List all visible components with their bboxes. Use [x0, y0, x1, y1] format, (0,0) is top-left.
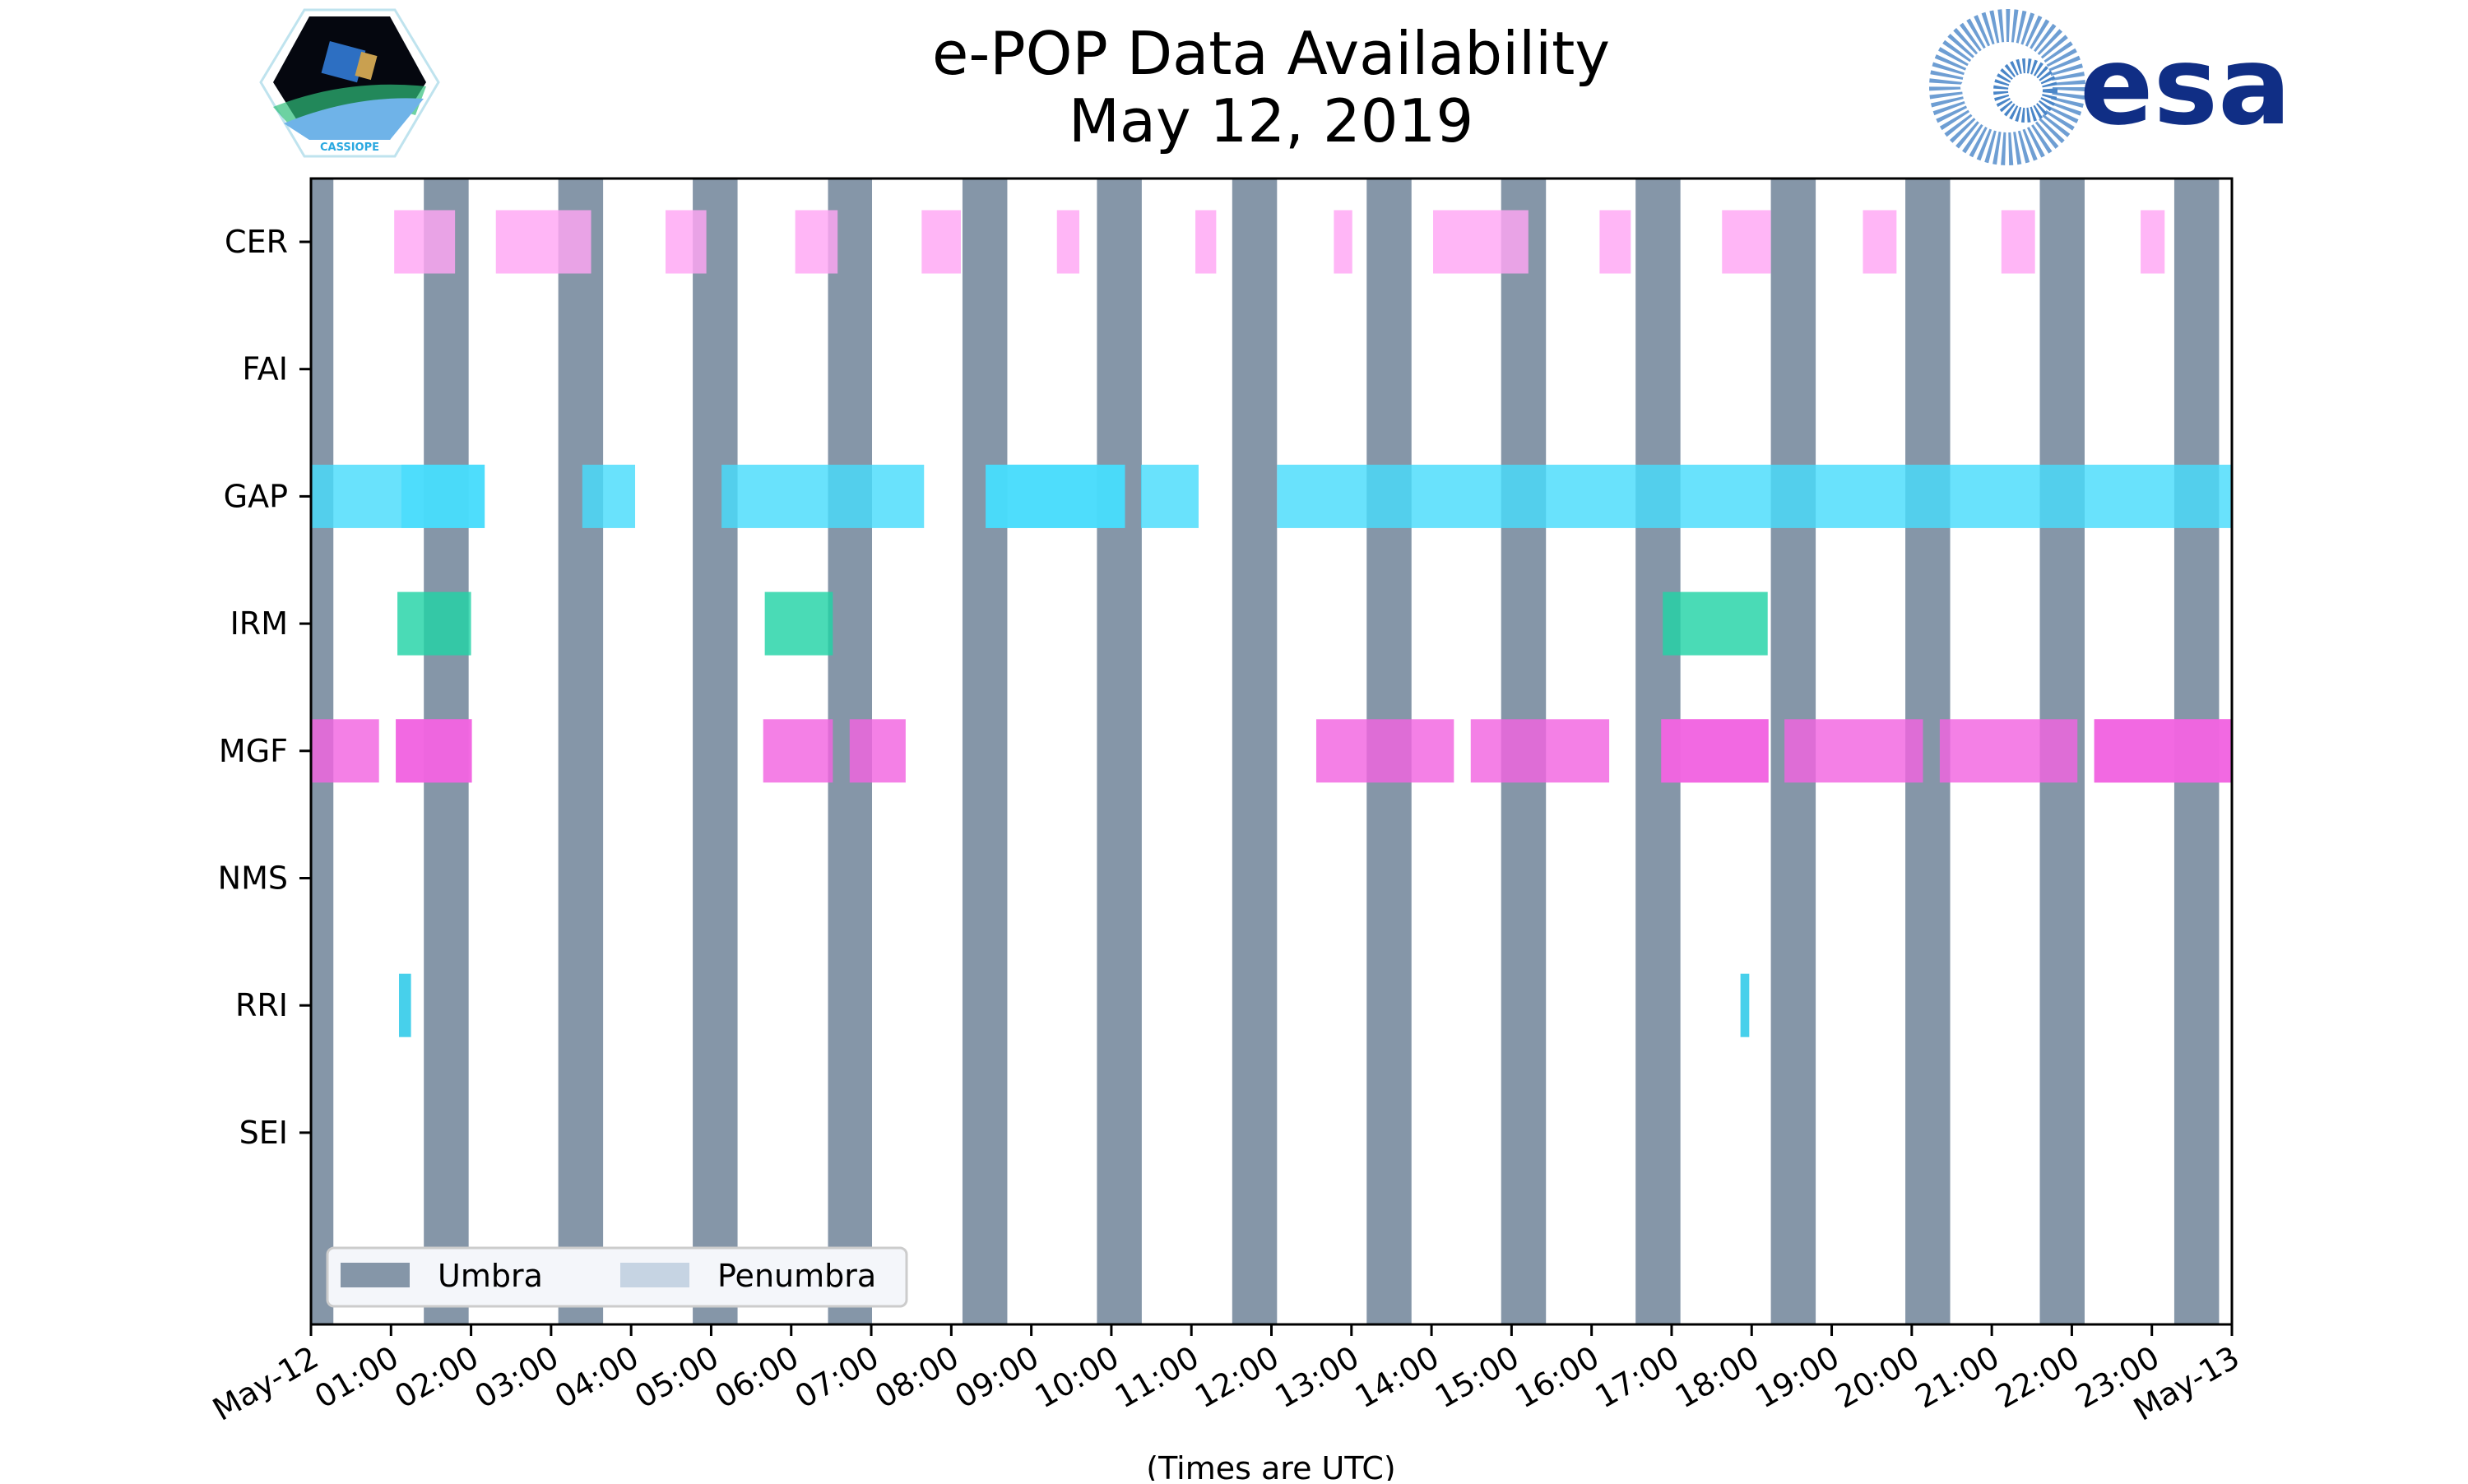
- x-tick-label: 11:00: [1109, 1339, 1205, 1416]
- bar-cer: [394, 210, 456, 274]
- bar-cer: [1863, 210, 1897, 274]
- x-tick-label: 01:00: [308, 1339, 405, 1416]
- bar-irm: [764, 591, 833, 656]
- bar-irm: [397, 591, 471, 656]
- chart-title: e-POP Data Availability: [932, 19, 1610, 88]
- x-tick-label: 14:00: [1349, 1339, 1445, 1416]
- x-tick-label: 10:00: [1029, 1339, 1125, 1416]
- y-tick-label: RRI: [235, 987, 288, 1023]
- legend-swatch-penumbra: [620, 1263, 689, 1287]
- bar-mgf: [1661, 719, 1769, 783]
- x-axis-label: (Times are UTC): [1146, 1450, 1395, 1481]
- y-tick-label: GAP: [224, 478, 288, 514]
- y-tick-label: CER: [225, 224, 288, 260]
- bar-mgf: [1470, 719, 1610, 783]
- bar-rri: [1740, 973, 1750, 1037]
- bar-mgf: [396, 719, 472, 783]
- bar-cer: [1722, 210, 1771, 274]
- x-tick-label: 18:00: [1669, 1339, 1765, 1416]
- data-bars: [311, 210, 2232, 1037]
- umbra-band: [558, 179, 604, 1324]
- esa-wordmark: esa: [2080, 23, 2291, 150]
- y-tick-label: IRM: [230, 605, 288, 642]
- x-tick-label: 05:00: [629, 1339, 725, 1416]
- legend: Umbra Penumbra: [326, 1246, 908, 1308]
- bar-gap: [582, 464, 636, 528]
- y-axis: CER FAI GAP IRM MGF NMS RRI SEI: [218, 224, 311, 1151]
- x-tick-label: 09:00: [949, 1339, 1045, 1416]
- cassiope-logo: CASSIOPE: [259, 8, 440, 158]
- bar-cer: [921, 210, 962, 274]
- x-tick-label: 20:00: [1829, 1339, 1925, 1416]
- bar-cer: [1599, 210, 1631, 274]
- bar-rri: [399, 973, 411, 1037]
- cassiope-label: CASSIOPE: [320, 141, 379, 154]
- x-tick-label: 16:00: [1509, 1339, 1605, 1416]
- bar-mgf: [311, 719, 379, 783]
- x-tick-label: 13:00: [1269, 1339, 1365, 1416]
- y-tick-label: FAI: [242, 351, 288, 387]
- y-tick-label: SEI: [239, 1115, 288, 1151]
- y-tick-label: MGF: [219, 733, 288, 769]
- esa-logo: esa: [1929, 9, 2291, 165]
- x-tick-label: 08:00: [869, 1339, 965, 1416]
- umbra-layer: [311, 179, 2220, 1324]
- bar-gap: [1140, 464, 1199, 528]
- bar-mgf: [1784, 719, 1923, 783]
- x-tick-label: 22:00: [1989, 1339, 2085, 1416]
- x-tick-label: 03:00: [469, 1339, 565, 1416]
- x-tick-label: 19:00: [1749, 1339, 1845, 1416]
- x-tick-label: 07:00: [789, 1339, 885, 1416]
- umbra-band: [1232, 179, 1278, 1324]
- x-tick-label: 17:00: [1589, 1339, 1686, 1416]
- legend-swatch-umbra: [341, 1263, 410, 1287]
- bar-cer: [1195, 210, 1217, 274]
- umbra-band: [1097, 179, 1142, 1324]
- umbra-band: [693, 179, 738, 1324]
- legend-label-umbra: Umbra: [438, 1258, 543, 1294]
- bar-mgf: [763, 719, 833, 783]
- bar-cer: [2001, 210, 2035, 274]
- x-tick-label: 04:00: [549, 1339, 645, 1416]
- bar-cer: [1334, 210, 1352, 274]
- bar-gap: [986, 464, 1125, 528]
- bar-mgf: [849, 719, 906, 783]
- bar-gap: [1277, 464, 2232, 528]
- x-tick-label: 06:00: [708, 1339, 805, 1416]
- bar-cer: [2141, 210, 2165, 274]
- chart-subtitle: May 12, 2019: [1069, 86, 1473, 155]
- x-tick-label: 21:00: [1909, 1339, 2006, 1416]
- umbra-band: [962, 179, 1008, 1324]
- y-tick-label: NMS: [218, 860, 288, 897]
- x-tick-label: 15:00: [1429, 1339, 1525, 1416]
- x-tick-label: May-12: [206, 1339, 324, 1428]
- bar-cer: [1056, 210, 1079, 274]
- bar-cer: [795, 210, 838, 274]
- bar-mgf: [2094, 719, 2232, 783]
- x-axis: May-1201:0002:0003:0004:0005:0006:0007:0…: [206, 1324, 2246, 1428]
- legend-label-penumbra: Penumbra: [717, 1258, 876, 1294]
- bar-irm: [1663, 591, 1768, 656]
- x-tick-label: 12:00: [1189, 1339, 1285, 1416]
- bar-cer: [495, 210, 591, 274]
- bar-gap: [401, 464, 485, 528]
- x-tick-label: 02:00: [388, 1339, 485, 1416]
- bar-cer: [1433, 210, 1529, 274]
- bar-mgf: [1939, 719, 2078, 783]
- bar-cer: [666, 210, 707, 274]
- bar-mgf: [1315, 719, 1454, 783]
- bar-gap: [721, 464, 925, 528]
